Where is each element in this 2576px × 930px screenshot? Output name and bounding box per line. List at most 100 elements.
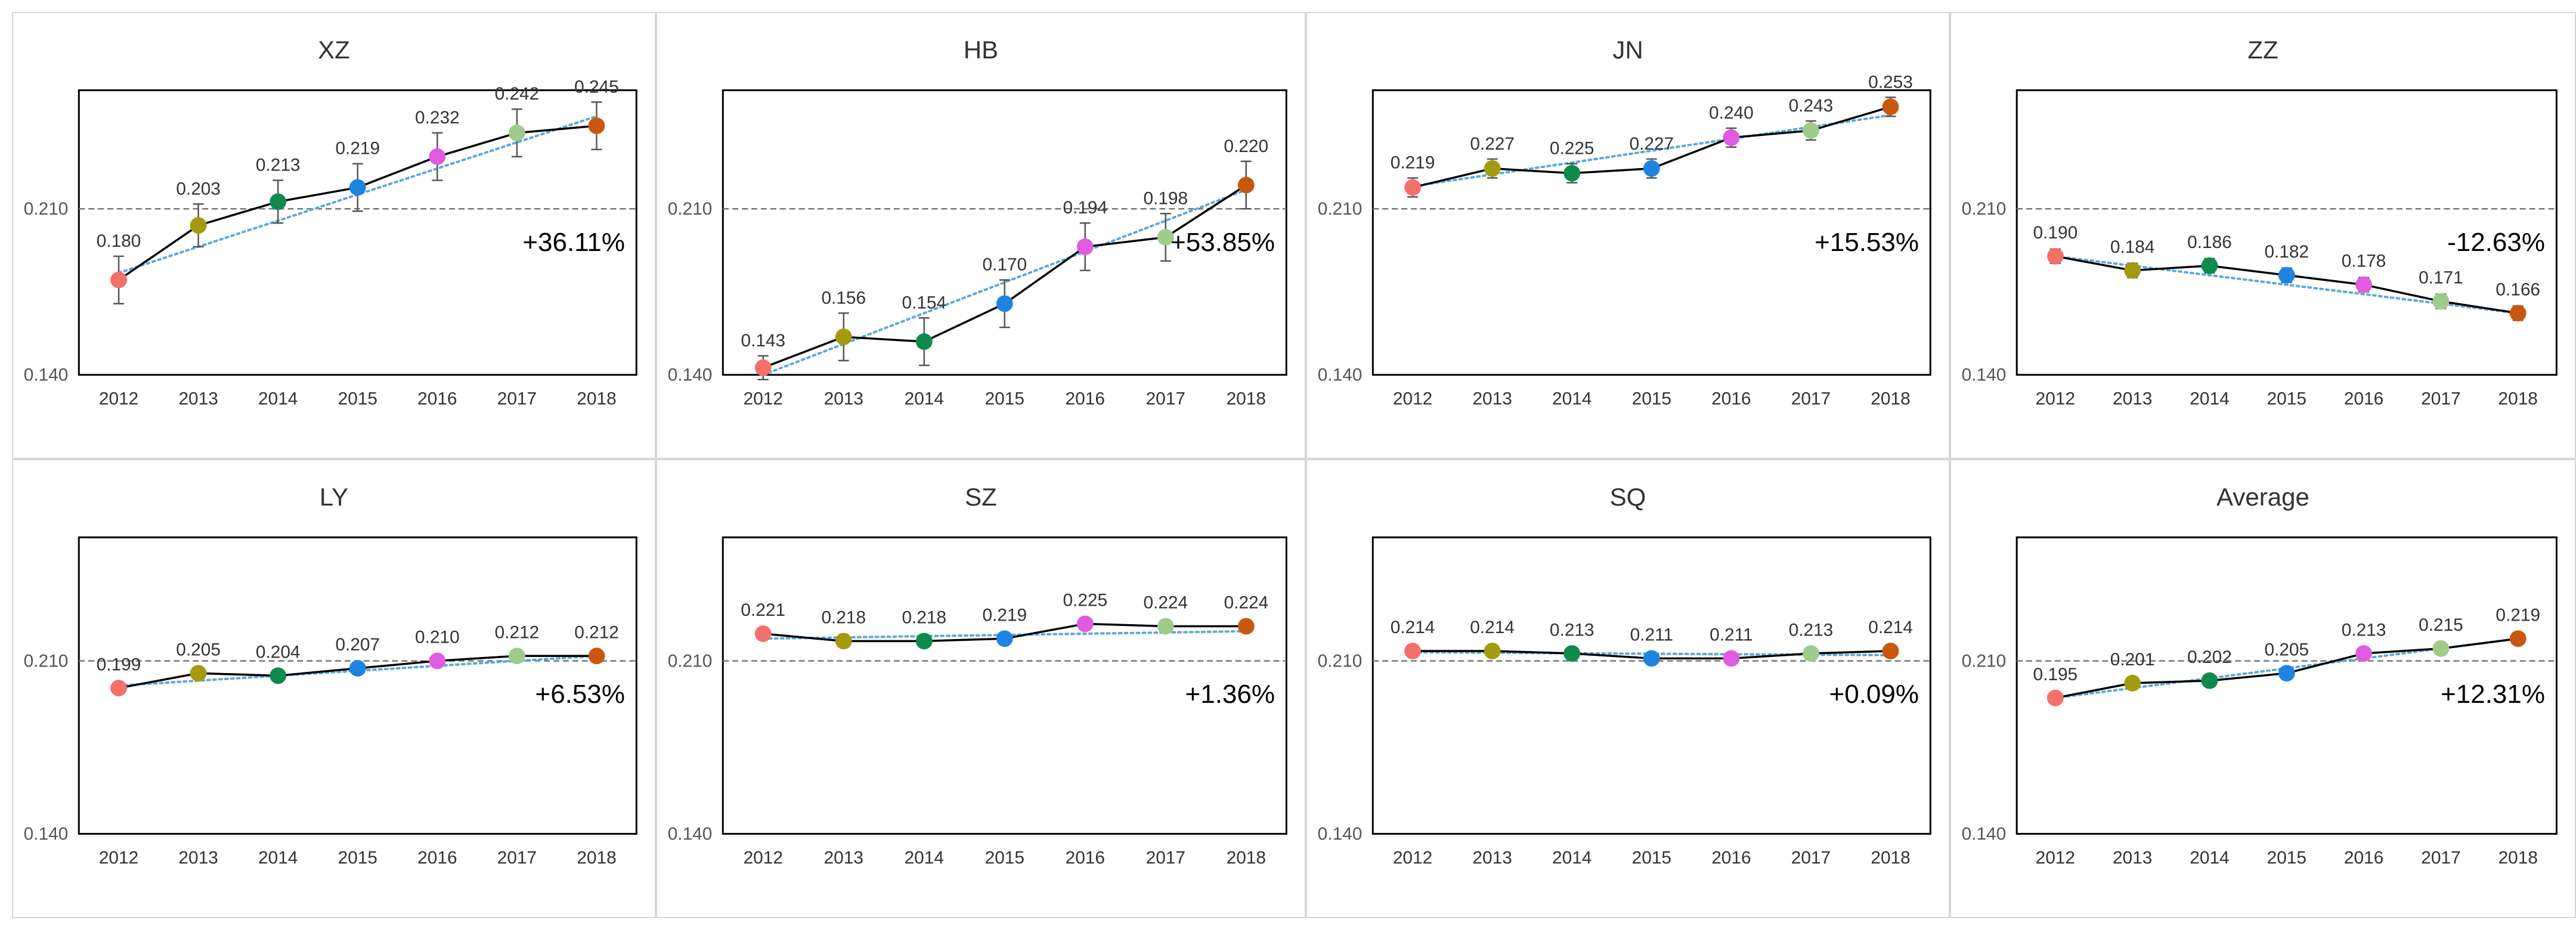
data-label: 0.245 <box>574 77 619 97</box>
chart-panel-ly: LY 0.210 0.140 2012 2013 2014 2015 2016 2017 2018… <box>12 459 656 918</box>
data-label: 0.199 <box>97 655 141 674</box>
x-tick-label: 2016 <box>2344 848 2383 867</box>
y-tick-label: 0.210 <box>24 199 69 219</box>
data-point <box>1803 122 1819 139</box>
plot-area <box>2015 89 2558 376</box>
data-label: 0.242 <box>495 84 540 104</box>
data-point <box>2046 247 2064 265</box>
y-tick-label: 0.210 <box>24 652 69 671</box>
x-tick-label: 2013 <box>178 848 218 867</box>
data-point <box>110 680 127 697</box>
x-tick-label: 2015 <box>2267 389 2306 408</box>
data-label: 0.186 <box>2187 232 2232 252</box>
x-tick-label: 2018 <box>1227 848 1266 867</box>
data-label: 0.243 <box>1789 96 1834 116</box>
x-tick-label: 2013 <box>824 848 863 867</box>
x-tick-label: 2018 <box>577 389 616 408</box>
x-tick-label: 2012 <box>1393 389 1432 408</box>
data-label: 0.253 <box>1868 72 1913 92</box>
data-point <box>190 665 207 682</box>
change-percent-label: +15.53% <box>1815 228 1919 257</box>
y-tick-label: 0.210 <box>1318 652 1363 671</box>
y-tick-label: 0.140 <box>668 365 713 385</box>
y-tick-label: 0.210 <box>1318 199 1363 219</box>
data-label: 0.178 <box>2342 252 2386 271</box>
data-point <box>2509 630 2527 647</box>
y-tick-label: 0.140 <box>24 824 69 844</box>
data-point <box>2124 262 2141 279</box>
data-point <box>754 625 772 642</box>
data-point <box>1157 618 1174 635</box>
x-tick-label: 2014 <box>2190 848 2229 867</box>
data-label: 0.211 <box>1630 625 1673 645</box>
x-tick-label: 2012 <box>744 848 783 867</box>
change-percent-label: +53.85% <box>1171 228 1275 257</box>
x-tick-label: 2015 <box>338 848 377 867</box>
chart-svg: 0.210 0.140 2012 2013 2014 2015 2016 2017 2018 0.… <box>1318 536 1931 867</box>
data-point <box>1404 643 1421 659</box>
x-tick-label: 2017 <box>497 389 537 408</box>
data-label: 0.227 <box>1470 134 1515 154</box>
chart-panel-jn: JN 0.210 0.140 2012 2013 2014 2015 2016 2017 2018… <box>1306 12 1950 459</box>
data-label: 0.212 <box>574 622 619 642</box>
x-tick-label: 2016 <box>1066 848 1105 867</box>
data-point <box>349 179 366 196</box>
chart-svg: 0.210 0.140 2012 2013 2014 2015 2016 2017 2018 0.… <box>1962 536 2558 867</box>
x-tick-label: 2012 <box>2036 848 2075 867</box>
data-label: 0.201 <box>2110 650 2155 669</box>
data-label: 0.214 <box>1391 618 1435 637</box>
change-percent-label: +1.36% <box>1185 680 1275 709</box>
data-label: 0.184 <box>2110 237 2155 257</box>
y-tick-label: 0.210 <box>1962 652 2007 671</box>
y-tick-label: 0.140 <box>1318 365 1363 385</box>
data-point <box>349 660 366 677</box>
data-point <box>835 328 852 346</box>
data-label: 0.218 <box>821 608 866 628</box>
y-tick-label: 0.140 <box>1962 365 2007 385</box>
x-tick-label: 2015 <box>338 389 377 408</box>
x-tick-label: 2014 <box>258 848 298 867</box>
data-label: 0.224 <box>1224 593 1268 613</box>
data-point <box>1563 165 1581 182</box>
data-label: 0.182 <box>2264 242 2309 262</box>
change-percent-label: +0.09% <box>1829 680 1919 709</box>
data-label: 0.214 <box>1868 618 1913 637</box>
data-point <box>1076 238 1094 255</box>
data-point <box>2278 266 2295 284</box>
chart-title: JN <box>1612 36 1643 64</box>
data-label: 0.219 <box>2496 605 2540 625</box>
x-tick-label: 2018 <box>1871 389 1910 408</box>
x-tick-label: 2012 <box>1393 848 1432 867</box>
chart-title: SQ <box>1609 483 1646 511</box>
data-label: 0.194 <box>1063 198 1107 218</box>
data-point <box>2355 645 2373 662</box>
data-point <box>1157 229 1174 246</box>
x-tick-label: 2013 <box>1472 848 1512 867</box>
change-percent-label: +12.31% <box>2441 680 2545 709</box>
y-tick-label: 0.210 <box>668 652 713 671</box>
data-label: 0.171 <box>2419 268 2463 288</box>
chart-panel-hb: HB 0.210 0.140 2012 2013 2014 2015 2016 2017 2018… <box>656 12 1306 459</box>
data-point <box>429 652 446 669</box>
data-point <box>588 117 605 134</box>
chart-svg: 0.210 0.140 2012 2013 2014 2015 2016 2017 2018 0.… <box>24 536 637 867</box>
plot-area <box>722 89 1287 376</box>
data-point <box>2355 276 2373 293</box>
data-point <box>2432 640 2450 657</box>
x-tick-label: 2017 <box>1791 389 1831 408</box>
change-percent-label: -12.63% <box>2447 228 2545 257</box>
data-point <box>1404 179 1422 196</box>
data-label: 0.219 <box>982 605 1027 625</box>
data-label: 0.207 <box>335 635 380 655</box>
y-tick-label: 0.140 <box>1962 824 2007 844</box>
x-tick-label: 2016 <box>1711 848 1751 867</box>
x-tick-label: 2016 <box>417 848 457 867</box>
chart-panel-xz: XZ 0.210 0.140 2012 2013 2014 2015 2016 2017 2018… <box>12 12 656 459</box>
x-tick-label: 2014 <box>1552 848 1592 867</box>
series-line <box>763 184 1247 369</box>
data-point <box>1484 160 1501 177</box>
data-label: 0.210 <box>415 628 460 647</box>
y-tick-label: 0.140 <box>24 365 69 385</box>
data-label: 0.219 <box>335 139 380 159</box>
change-percent-label: +36.11% <box>522 228 625 257</box>
